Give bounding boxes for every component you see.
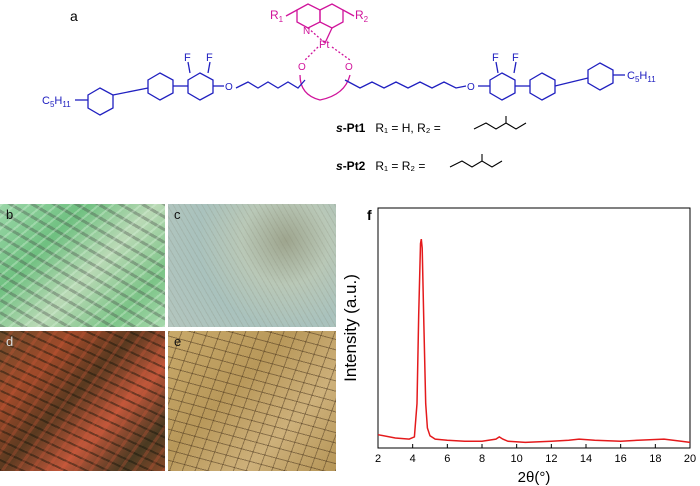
micrograph-c: c [168, 204, 336, 327]
x-tick-label: 8 [479, 453, 485, 465]
y-axis-label: Intensity (a.u.) [341, 274, 360, 382]
oxygen-label: O [225, 82, 233, 93]
compound-s-pt2: s-Pt2 R₁ = R₂ = [336, 159, 426, 173]
x-tick-label: 2 [375, 453, 381, 465]
series-line [377, 238, 691, 444]
fluorine-label: F [184, 52, 191, 64]
x-tick-label: 10 [511, 453, 523, 465]
x-tick-label: 16 [615, 453, 627, 465]
oxygen-label: O [467, 82, 475, 93]
fluorine-label: F [206, 52, 213, 64]
mesogen-right [344, 61, 625, 101]
nitrogen-label: N [303, 26, 310, 37]
chemical-structure: R1 R2 N Pt O O F F F F O O C5H11 C5H11 [42, 3, 656, 116]
r1-label: R1 [270, 8, 284, 24]
x-tick-label: 20 [684, 453, 696, 465]
oxygen-left-label: O [298, 62, 306, 73]
chiral-alkoxy-chain-2 [449, 154, 503, 168]
x-tick-label: 14 [580, 453, 592, 465]
micrograph-d: d [0, 331, 165, 471]
plot-frame [377, 207, 691, 449]
fluorine-label: F [512, 52, 519, 64]
x-axis-label: 2θ(°) [518, 469, 551, 486]
micrograph-e: e [168, 331, 336, 471]
panel-label-e: e [174, 334, 182, 349]
panel-label-b: b [6, 207, 14, 222]
mesogen-left [75, 61, 306, 116]
fluorine-label: F [492, 52, 499, 64]
panel-label-c: c [174, 207, 181, 222]
pentyl-right-label: C5H11 [627, 70, 656, 84]
phenylpyridine-ligand [285, 3, 355, 101]
x-tick-label: 4 [410, 453, 416, 465]
panel-label-d: d [6, 334, 14, 349]
oxygen-right-label: O [345, 62, 353, 73]
x-tick-label: 6 [444, 453, 450, 465]
pentyl-left-label: C5H11 [42, 95, 71, 109]
platinum-label: Pt [319, 39, 329, 51]
compound-s-pt1: s-Pt1 R₁ = H, R₂ = [336, 121, 441, 135]
panel-label-a: a [70, 8, 78, 24]
micrograph-b: b [0, 204, 165, 327]
xrd-chart: 2 4 6 8 10 12 14 16 18 20 Intensity (a.u.) 2θ(°) [341, 207, 696, 486]
x-tick-label: 18 [649, 453, 661, 465]
x-tick-label: 12 [545, 453, 557, 465]
r2-label: R2 [355, 8, 369, 24]
x-ticks: 2 4 6 8 10 12 14 16 18 20 [375, 444, 696, 465]
panel-label-f: f [367, 207, 372, 223]
chiral-alkoxy-chain-1 [473, 116, 527, 130]
